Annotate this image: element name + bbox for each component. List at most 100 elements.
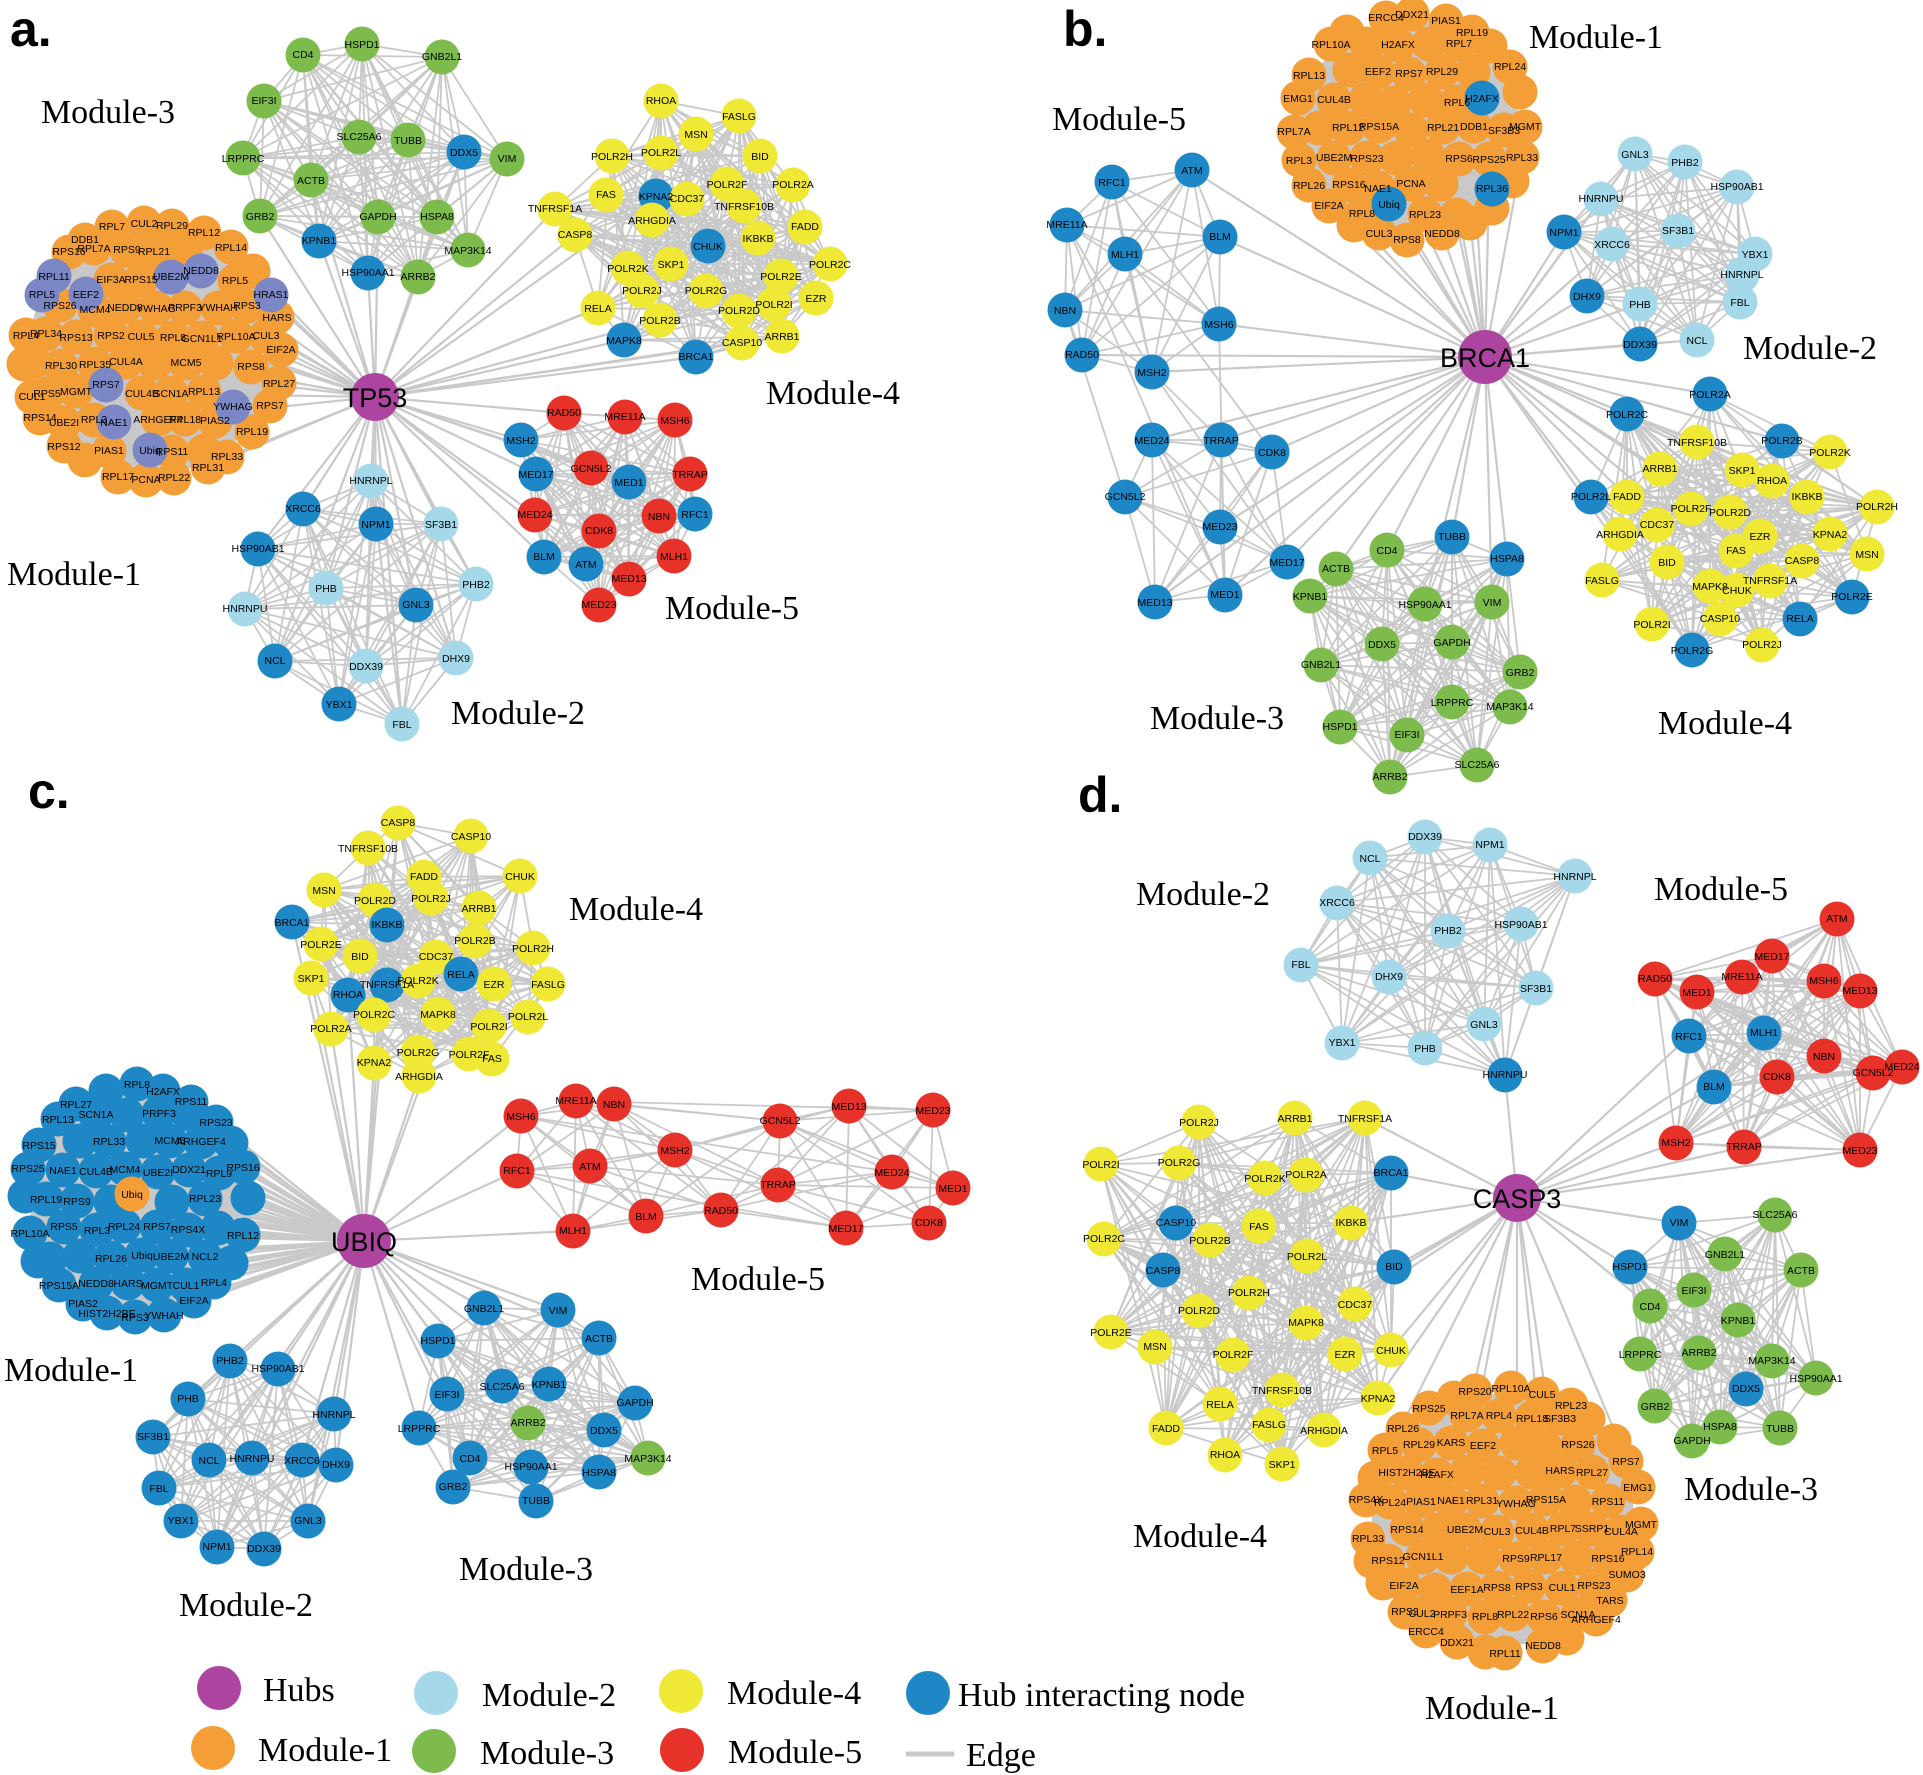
svg-text:RPL23: RPL23 xyxy=(1409,209,1441,221)
svg-text:UBE2M: UBE2M xyxy=(1316,152,1352,164)
svg-text:NAE1: NAE1 xyxy=(100,417,128,429)
svg-text:MED24: MED24 xyxy=(1884,1061,1919,1073)
svg-text:RPL22: RPL22 xyxy=(158,472,190,484)
svg-text:BRCA1: BRCA1 xyxy=(1440,343,1530,373)
svg-text:RPS14: RPS14 xyxy=(1390,1524,1423,1536)
svg-text:GNB2L1: GNB2L1 xyxy=(1301,659,1341,671)
svg-text:RPL9: RPL9 xyxy=(206,1168,232,1180)
svg-text:ARRB1: ARRB1 xyxy=(1277,1113,1312,1125)
svg-text:GNL3: GNL3 xyxy=(402,599,430,611)
svg-text:POLR2F: POLR2F xyxy=(707,179,748,191)
svg-text:MRE11A: MRE11A xyxy=(604,411,645,423)
svg-text:TRRAP: TRRAP xyxy=(1203,435,1239,447)
svg-text:NEDD8: NEDD8 xyxy=(183,265,219,277)
svg-text:CASP10: CASP10 xyxy=(1700,613,1740,625)
svg-text:HARS: HARS xyxy=(262,312,291,324)
svg-text:POLR2C: POLR2C xyxy=(353,1009,395,1021)
svg-text:VIM: VIM xyxy=(498,153,517,165)
svg-text:RPL10A: RPL10A xyxy=(216,331,255,343)
svg-text:MSH6: MSH6 xyxy=(1809,975,1838,987)
svg-text:GNB2L1: GNB2L1 xyxy=(422,51,462,63)
svg-text:BRCA1: BRCA1 xyxy=(678,351,713,363)
svg-text:MAP3K14: MAP3K14 xyxy=(624,1453,671,1465)
svg-text:Module-4: Module-4 xyxy=(569,891,703,928)
svg-text:GNL3: GNL3 xyxy=(1470,1019,1498,1031)
svg-text:MRE11A: MRE11A xyxy=(1046,219,1087,231)
svg-text:RPL7A: RPL7A xyxy=(77,243,110,255)
svg-text:RPL17: RPL17 xyxy=(1530,1552,1562,1564)
svg-text:PHB2: PHB2 xyxy=(462,579,490,591)
svg-text:DHX9: DHX9 xyxy=(1573,291,1601,303)
svg-text:RPS5: RPS5 xyxy=(33,388,61,400)
svg-text:H2AFX: H2AFX xyxy=(1465,93,1499,105)
svg-text:TNFRSF1A: TNFRSF1A xyxy=(1338,1113,1392,1125)
svg-text:MGMT: MGMT xyxy=(60,386,93,398)
svg-text:d.: d. xyxy=(1078,767,1122,823)
svg-text:NEDD8: NEDD8 xyxy=(1424,228,1460,240)
svg-text:GCN1L1: GCN1L1 xyxy=(182,333,223,345)
svg-text:FASLG: FASLG xyxy=(1252,1419,1286,1431)
svg-text:Module-3: Module-3 xyxy=(41,94,175,131)
svg-text:DDX39: DDX39 xyxy=(349,661,383,673)
svg-text:FAS: FAS xyxy=(1249,1221,1269,1233)
svg-text:CUL1: CUL1 xyxy=(1549,1582,1576,1594)
svg-text:MGMT: MGMT xyxy=(1509,121,1542,133)
svg-text:POLR2K: POLR2K xyxy=(607,263,648,275)
svg-text:MLH1: MLH1 xyxy=(559,1225,587,1237)
svg-text:HNRNPU: HNRNPU xyxy=(230,1453,275,1465)
svg-text:XRCC6: XRCC6 xyxy=(285,503,321,515)
svg-text:Module-4: Module-4 xyxy=(1658,705,1792,742)
svg-text:PHB2: PHB2 xyxy=(1434,925,1462,937)
svg-text:ATM: ATM xyxy=(575,559,596,571)
svg-text:TNFRSF1A: TNFRSF1A xyxy=(528,203,582,215)
svg-text:RPL7A: RPL7A xyxy=(1450,1410,1483,1422)
svg-text:MED13: MED13 xyxy=(1842,985,1877,997)
svg-text:POLR2F: POLR2F xyxy=(1671,503,1712,515)
svg-text:Module-3: Module-3 xyxy=(459,1551,593,1588)
svg-text:XRCC6: XRCC6 xyxy=(1319,897,1355,909)
svg-text:SF3B1: SF3B1 xyxy=(1662,225,1694,237)
svg-text:HSP90AA1: HSP90AA1 xyxy=(1789,1373,1842,1385)
svg-text:CDK8: CDK8 xyxy=(915,1217,943,1229)
svg-text:MSH6: MSH6 xyxy=(660,415,689,427)
svg-text:Module-2: Module-2 xyxy=(482,1677,616,1714)
svg-text:GCN5L2: GCN5L2 xyxy=(571,463,612,475)
svg-text:RELA: RELA xyxy=(1206,1399,1233,1411)
svg-text:RPL24: RPL24 xyxy=(1374,1497,1406,1509)
svg-text:RPL29: RPL29 xyxy=(1426,66,1458,78)
svg-text:Module-2: Module-2 xyxy=(1743,330,1877,367)
svg-text:MAP3K14: MAP3K14 xyxy=(1748,1355,1795,1367)
svg-text:CASP10: CASP10 xyxy=(722,337,762,349)
svg-text:CUL4B: CUL4B xyxy=(1515,1525,1549,1537)
svg-text:PIAS2: PIAS2 xyxy=(200,415,230,427)
svg-text:RPL33: RPL33 xyxy=(93,1136,125,1148)
svg-text:FADD: FADD xyxy=(410,871,438,883)
svg-text:a.: a. xyxy=(10,1,52,57)
svg-text:YBX1: YBX1 xyxy=(168,1515,195,1527)
svg-text:EIF2A: EIF2A xyxy=(1314,200,1343,212)
svg-text:HSPD1: HSPD1 xyxy=(1322,721,1357,733)
svg-text:UBE2M: UBE2M xyxy=(153,1251,189,1263)
svg-text:ATM: ATM xyxy=(579,1161,600,1173)
svg-text:RPL19: RPL19 xyxy=(1456,27,1488,39)
svg-text:EEF2: EEF2 xyxy=(1365,66,1391,78)
svg-text:HNRNPU: HNRNPU xyxy=(1579,193,1624,205)
svg-text:b.: b. xyxy=(1063,1,1107,57)
svg-text:POLR2L: POLR2L xyxy=(1571,491,1611,503)
svg-text:MGMT: MGMT xyxy=(141,1280,174,1292)
svg-text:TRRAP: TRRAP xyxy=(1726,1141,1762,1153)
svg-text:TNFRSF10B: TNFRSF10B xyxy=(1667,437,1727,449)
svg-text:CASP8: CASP8 xyxy=(1146,1265,1181,1277)
svg-text:DHX9: DHX9 xyxy=(322,1459,350,1471)
svg-text:RELA: RELA xyxy=(447,969,474,981)
svg-text:Module-1: Module-1 xyxy=(4,1352,138,1389)
svg-text:ERCC4: ERCC4 xyxy=(1368,12,1404,24)
svg-text:SSRP1: SSRP1 xyxy=(1575,1523,1610,1535)
svg-text:TNFRSF1A: TNFRSF1A xyxy=(1743,575,1797,587)
svg-text:RPL31: RPL31 xyxy=(1466,1495,1498,1507)
svg-text:RPL13: RPL13 xyxy=(42,1114,74,1126)
svg-text:MED13: MED13 xyxy=(831,1101,866,1113)
svg-text:Module-2: Module-2 xyxy=(1136,876,1270,913)
svg-text:POLR2A: POLR2A xyxy=(310,1023,351,1035)
svg-text:MSH2: MSH2 xyxy=(660,1145,689,1157)
